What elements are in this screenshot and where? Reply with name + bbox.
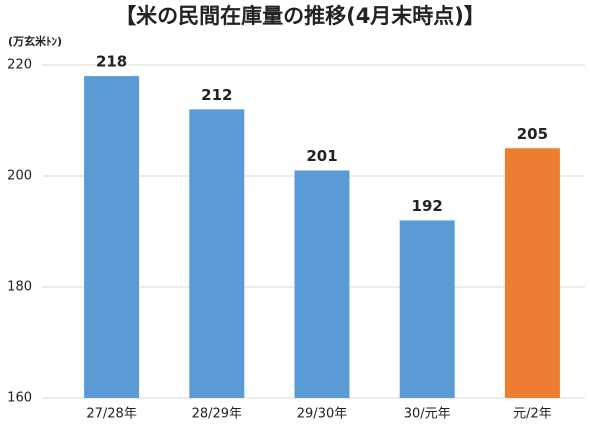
x-tick-label: 28/29年: [192, 407, 242, 422]
x-tick-label: 27/28年: [86, 407, 136, 422]
bar: [84, 76, 140, 398]
x-tick-label: 30/元年: [404, 407, 451, 422]
y-tick-label: 200: [7, 169, 32, 184]
value-label: 201: [306, 147, 337, 165]
bar: [399, 220, 455, 398]
chart-title: 【米の民間在庫量の推移(4月末時点)】: [115, 4, 485, 28]
y-tick-label: 160: [7, 391, 32, 406]
x-tick-label: 元/2年: [513, 407, 552, 422]
value-label: 212: [201, 86, 232, 104]
y-tick-label: 180: [7, 280, 32, 295]
bar: [189, 109, 245, 399]
bar: [504, 148, 560, 398]
value-label: 218: [96, 53, 127, 71]
y-axis-label: (万玄米ﾄﾝ): [8, 34, 62, 48]
y-tick-label: 220: [7, 58, 32, 73]
value-label: 205: [517, 125, 548, 143]
value-label: 192: [412, 197, 443, 215]
bar: [294, 170, 350, 398]
x-tick-label: 29/30年: [297, 407, 347, 422]
